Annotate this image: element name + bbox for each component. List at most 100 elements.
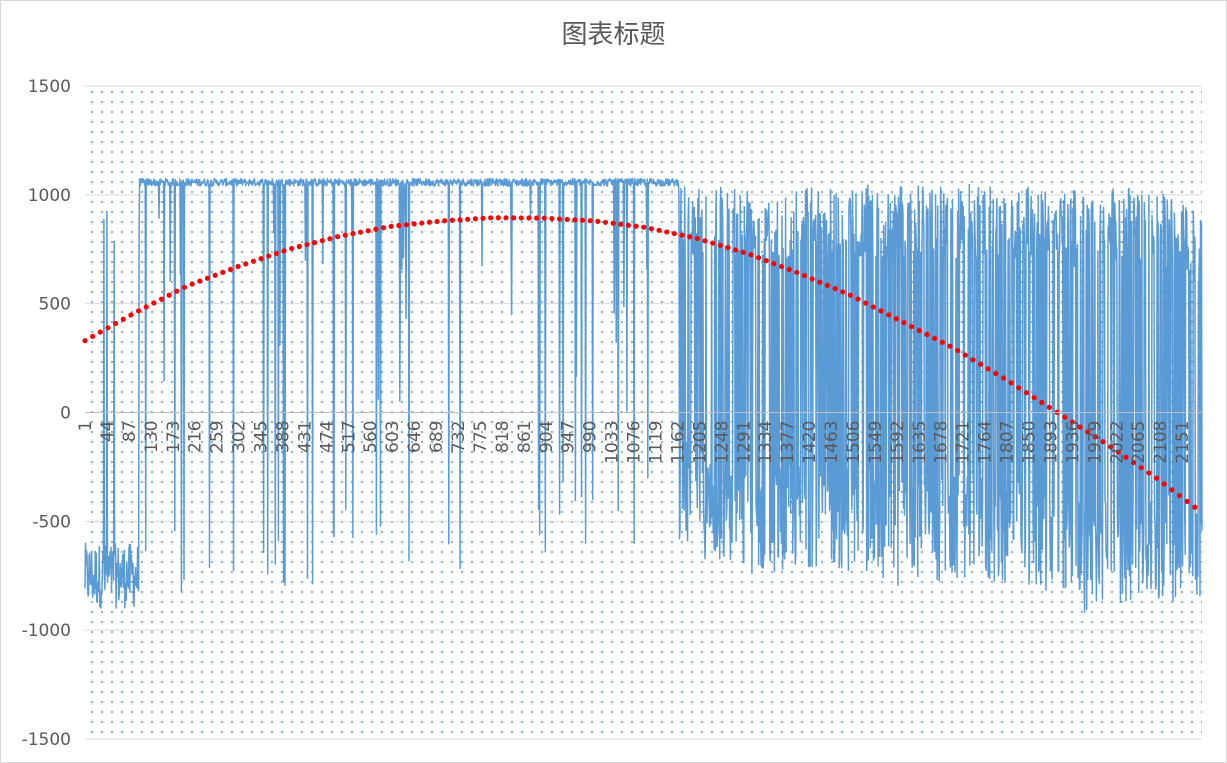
trendline-point — [289, 245, 295, 252]
trendline-point — [893, 316, 899, 322]
y-tick-label: 0 — [60, 404, 71, 424]
trendline-point — [350, 231, 356, 237]
y-tick-label: 500 — [39, 295, 71, 315]
trendline-point — [587, 218, 593, 224]
trendline-point — [1077, 424, 1083, 430]
trendline-point — [258, 256, 264, 262]
trendline-point — [909, 323, 915, 330]
trendline-point — [480, 215, 486, 221]
trendline-point — [694, 235, 700, 242]
trendline-point — [985, 366, 991, 372]
trendline-point — [541, 215, 547, 221]
trendline-point — [296, 243, 302, 250]
x-tick-label: 646 — [405, 421, 425, 453]
x-tick-label: 818 — [493, 421, 513, 453]
x-tick-label: 1506 — [844, 421, 864, 464]
trendline-point — [771, 260, 777, 267]
x-tick-label: 2065 — [1129, 421, 1149, 464]
trendline-point — [243, 261, 249, 267]
trendline-point — [947, 343, 953, 349]
trendline-point — [319, 238, 325, 244]
trendline-point — [189, 281, 195, 287]
trendline-point — [1138, 465, 1144, 471]
trendline-point — [135, 308, 142, 314]
trendline-point — [1161, 481, 1167, 487]
trendline-point — [832, 286, 838, 292]
y-tick-label: 1000 — [28, 186, 71, 206]
trendline-point — [266, 253, 272, 259]
trendline-point — [977, 361, 984, 367]
trendline-point — [511, 215, 517, 221]
y-tick-label: 1500 — [28, 77, 71, 97]
trendline-point — [97, 329, 103, 335]
x-tick-label: 1850 — [1020, 421, 1040, 464]
trendline-point — [1153, 475, 1160, 481]
x-tick-label: 2108 — [1151, 421, 1171, 464]
trendline-point — [1000, 375, 1007, 381]
trendline-point — [840, 289, 846, 295]
trendline-point — [212, 272, 218, 278]
x-tick-label: 861 — [515, 421, 535, 453]
x-tick-label: 603 — [383, 421, 403, 453]
y-tick-label: -500 — [32, 512, 71, 532]
trendline-point — [1169, 487, 1175, 493]
trendline-point — [564, 216, 570, 223]
trendline-point — [962, 352, 968, 358]
trendline-point — [748, 252, 754, 258]
trendline-point — [1192, 504, 1198, 510]
trendline-point — [932, 335, 938, 341]
trendline-point — [273, 250, 279, 257]
trendline-point — [1176, 493, 1183, 499]
trendline-point — [740, 249, 746, 255]
trendline-point — [403, 222, 410, 228]
trendline-point — [641, 224, 647, 230]
x-tick-label: 130 — [142, 421, 162, 453]
trendline-point — [725, 245, 731, 251]
x-tick-label: 388 — [273, 421, 293, 453]
trendline-point — [870, 304, 876, 310]
trendline-point — [954, 347, 961, 354]
trendline-point — [549, 215, 555, 222]
trendline-point — [1092, 434, 1098, 440]
trendline-point — [235, 263, 241, 270]
trendline-point — [357, 229, 364, 235]
x-tick-label: 517 — [339, 421, 359, 453]
trendline-point — [687, 234, 693, 240]
trendline-point — [702, 238, 708, 244]
trendline-point — [166, 292, 172, 298]
trendline-point — [342, 232, 348, 238]
trendline-group — [82, 215, 1198, 510]
trendline-point — [755, 255, 762, 261]
trendline-point — [143, 304, 149, 310]
trendline-point — [801, 272, 808, 279]
trendline-point — [901, 320, 907, 326]
trendline-point — [220, 269, 226, 275]
x-tick-label: 1936 — [1063, 421, 1083, 464]
trendline-point — [128, 312, 134, 318]
trendline-point — [449, 217, 456, 223]
x-tick-label: 1248 — [712, 421, 732, 464]
x-axis: 1 44 87 130 173 216 259 302 345 388 431 474 517 560 60… — [76, 412, 1202, 464]
trendline-point — [1023, 390, 1030, 396]
trendline-point — [90, 333, 96, 339]
trendline-point — [1115, 449, 1121, 455]
trendline-point — [158, 296, 165, 302]
trendline-point — [717, 242, 723, 248]
x-tick-label: 1807 — [998, 420, 1018, 463]
trendline-point — [181, 284, 188, 290]
x-tick-label: 2151 — [1173, 421, 1193, 464]
x-tick-label: 689 — [427, 421, 447, 453]
x-tick-label: 560 — [361, 421, 381, 453]
trendline-point — [556, 216, 563, 222]
trendline-point — [1062, 414, 1068, 420]
trendline-point — [572, 217, 578, 223]
trendline-point — [664, 229, 670, 235]
trendline-point — [120, 316, 126, 322]
trendline-point — [633, 223, 639, 229]
x-tick-label: 1549 — [866, 421, 886, 464]
x-tick-label: 1678 — [932, 421, 952, 464]
trendline-point — [794, 269, 800, 276]
x-tick-label: 345 — [252, 421, 272, 453]
trendline-point — [113, 320, 119, 327]
trendline-point — [82, 338, 88, 344]
